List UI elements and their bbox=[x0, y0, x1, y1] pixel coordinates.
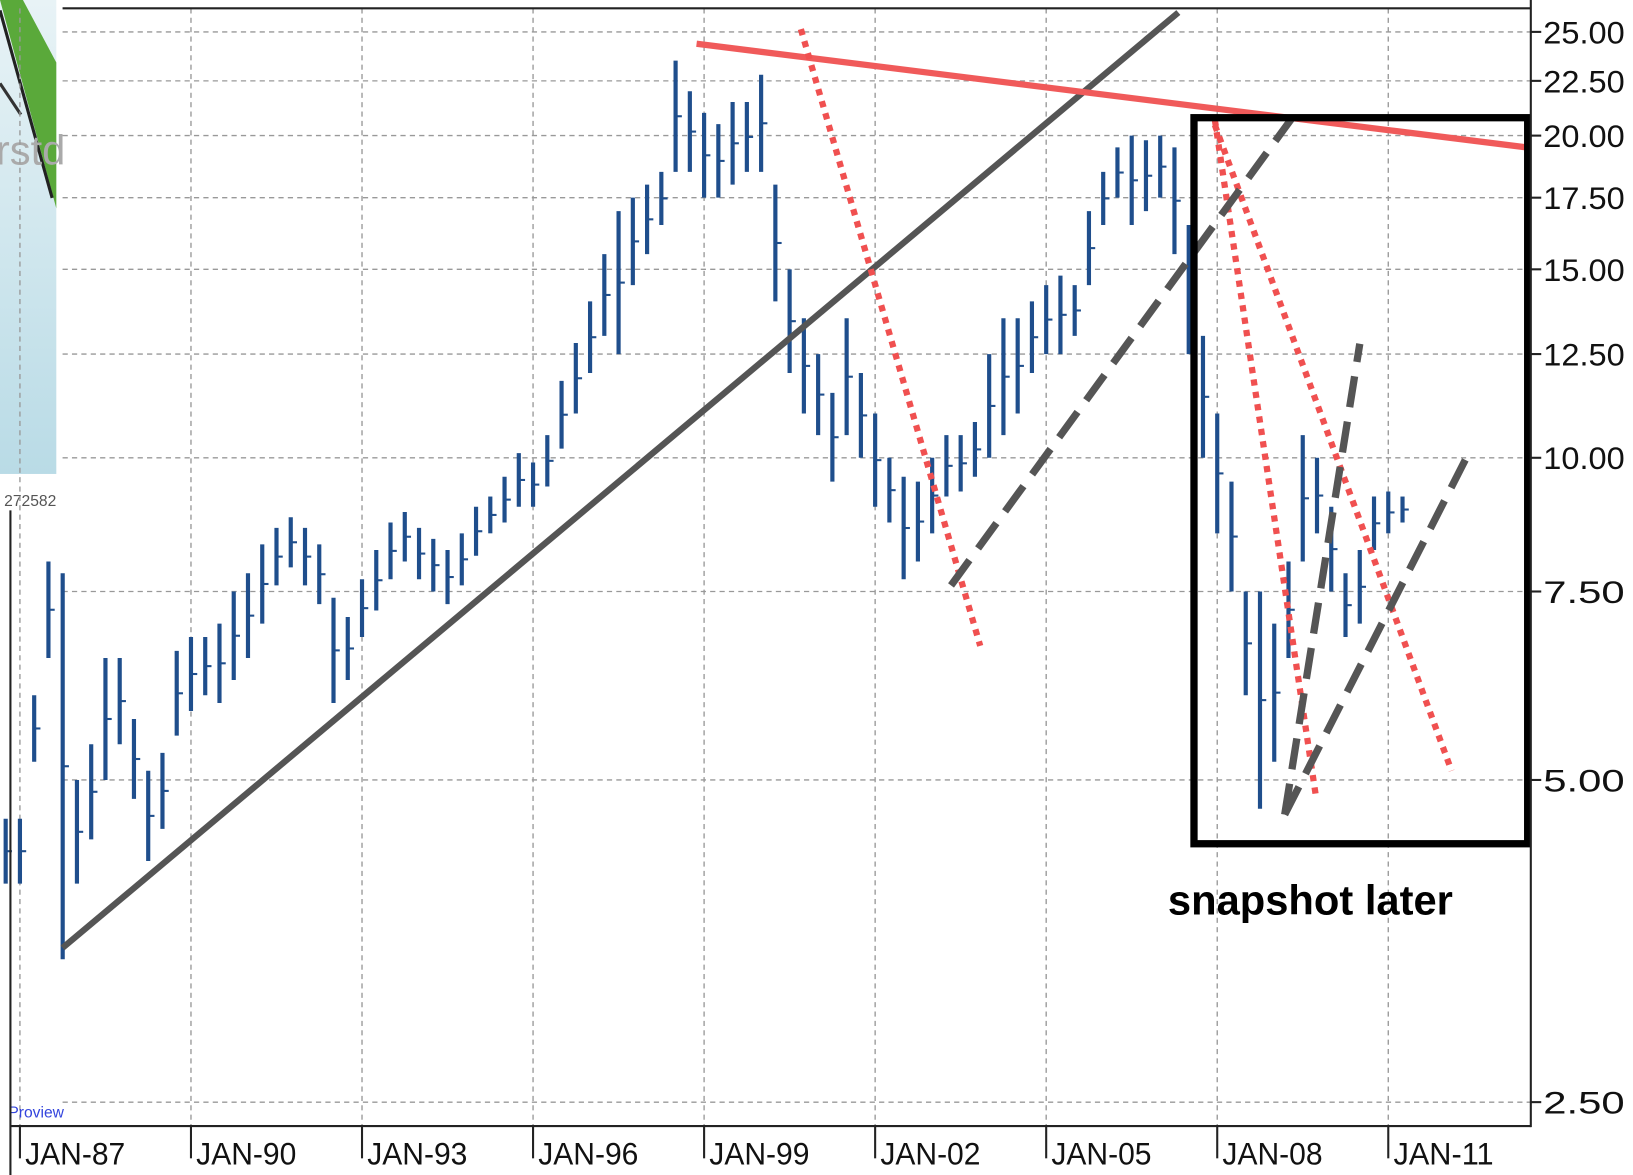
axes: 2.50 5.00 7.50 10.00 12.50 15.00 17.50 20.00 22.… bbox=[9, 0, 1625, 1175]
x-tick-label: JAN-96 bbox=[538, 1137, 638, 1172]
y-tick-label: 25.00 bbox=[1543, 15, 1624, 50]
inset-image: rstd 272582 bbox=[0, 0, 65, 510]
y-tick-label: 15.00 bbox=[1543, 253, 1624, 288]
y-tick-label: 22.50 bbox=[1543, 64, 1624, 99]
y-tick-label: 17.50 bbox=[1543, 181, 1624, 216]
x-tick-label: JAN-90 bbox=[196, 1137, 296, 1172]
x-tick-label: JAN-08 bbox=[1222, 1137, 1322, 1172]
watermark: Proview bbox=[8, 1105, 64, 1122]
y-tick-label: 12.50 bbox=[1543, 338, 1624, 373]
y-tick-label: 10.00 bbox=[1543, 441, 1624, 476]
y-tick-label: 20.00 bbox=[1543, 119, 1624, 154]
y-tick-label: 7.50 bbox=[1543, 575, 1624, 610]
y-tick-label: 2.50 bbox=[1543, 1086, 1624, 1121]
y-tick-label: 5.00 bbox=[1543, 763, 1624, 798]
x-tick-label: JAN-87 bbox=[25, 1137, 125, 1172]
annotation: snapshot later bbox=[1168, 877, 1453, 924]
x-tick-label: JAN-11 bbox=[1393, 1137, 1493, 1172]
inset-text: 272582 bbox=[4, 493, 56, 510]
x-tick-label: JAN-99 bbox=[709, 1137, 809, 1172]
x-tick-label: JAN-05 bbox=[1051, 1137, 1151, 1172]
trend-lines bbox=[60, 10, 1532, 951]
x-tick-label: JAN-02 bbox=[880, 1137, 980, 1172]
x-tick-label: JAN-93 bbox=[367, 1137, 467, 1172]
inset-text: rstd bbox=[0, 127, 65, 174]
